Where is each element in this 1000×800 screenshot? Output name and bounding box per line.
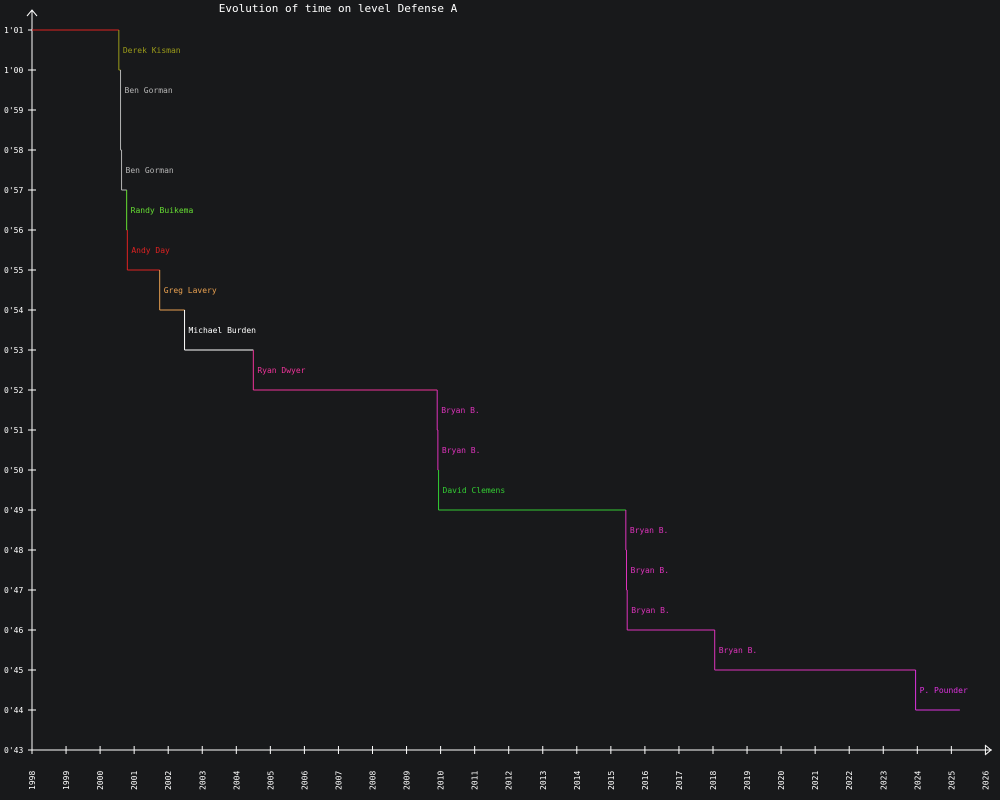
- y-tick-label: 0'49: [4, 506, 23, 515]
- x-tick-label: 2016: [641, 771, 650, 790]
- record-label: Bryan B.: [631, 606, 670, 615]
- x-axis: [32, 744, 992, 756]
- x-tick-label: 2013: [539, 771, 548, 790]
- record-progression: [32, 29, 960, 711]
- y-tick-label: 0'55: [4, 266, 23, 275]
- y-tick-label: 0'50: [4, 466, 23, 475]
- x-axis-arrow: [984, 744, 992, 756]
- x-tick-label: 2023: [879, 771, 888, 790]
- x-tick-label: 2024: [913, 771, 922, 790]
- x-tick-label: 2009: [403, 771, 412, 790]
- x-tick-label: 2006: [300, 771, 309, 790]
- record-label: Ben Gorman: [126, 166, 174, 175]
- y-tick-label: 0'47: [4, 586, 23, 595]
- y-tick-label: 0'44: [4, 706, 23, 715]
- record-label: Michael Burden: [189, 326, 257, 335]
- y-tick-label: 0'43: [4, 746, 23, 755]
- y-tick-label: 0'48: [4, 546, 23, 555]
- y-tick-label: 0'56: [4, 226, 23, 235]
- y-tick-label: 1'01: [4, 26, 23, 35]
- record-label: Ben Gorman: [125, 86, 173, 95]
- record-label: Randy Buikema: [131, 206, 194, 215]
- x-tick-label: 2017: [675, 771, 684, 790]
- x-tick-label: 2019: [743, 771, 752, 790]
- x-tick-label: 2007: [334, 771, 343, 790]
- record-label: Ryan Dwyer: [257, 366, 305, 375]
- x-tick-label: 2021: [811, 771, 820, 790]
- x-tick-label: 2025: [947, 771, 956, 790]
- chart-title: Evolution of time on level Defense A: [219, 2, 458, 15]
- x-ticks: 1998 1999 2000 2001 2002 2003 2004 2005 2006 2007…: [28, 746, 990, 790]
- y-tick-label: 0'46: [4, 626, 23, 635]
- y-tick-label: 1'00: [4, 66, 23, 75]
- y-tick-label: 0'59: [4, 106, 23, 115]
- record-label: Bryan B.: [441, 406, 480, 415]
- record-label: Bryan B.: [631, 566, 670, 575]
- record-label: Bryan B.: [442, 446, 481, 455]
- y-tick-label: 0'57: [4, 186, 23, 195]
- x-tick-label: 2018: [709, 771, 718, 790]
- record-label: P. Pounder: [920, 686, 968, 695]
- record-label: Bryan B.: [630, 526, 669, 535]
- x-tick-label: 2022: [845, 771, 854, 790]
- y-tick-label: 0'54: [4, 306, 23, 315]
- y-tick-label: 0'52: [4, 386, 23, 395]
- x-tick-label: 2000: [96, 771, 105, 790]
- y-axis-arrow: [26, 9, 38, 17]
- record-label: Bryan B.: [719, 646, 758, 655]
- record-label: David Clemens: [443, 486, 506, 495]
- y-axis: [26, 9, 38, 750]
- x-tick-label: 2011: [471, 771, 480, 790]
- x-tick-label: 1998: [28, 771, 37, 790]
- x-tick-label: 2012: [505, 771, 514, 790]
- x-tick-label: 2001: [130, 771, 139, 790]
- record-label: Andy Day: [131, 246, 170, 255]
- y-ticks: 1'01 1'00 0'59 0'58 0'57 0'56 0'55 0'54 0'53 0'52…: [4, 26, 36, 755]
- x-tick-label: 2010: [437, 771, 446, 790]
- y-tick-label: 0'58: [4, 146, 23, 155]
- x-tick-label: 2015: [607, 771, 616, 790]
- record-labels: Derek Kisman Ben Gorman Ben Gorman Randy Bu…: [123, 46, 968, 695]
- x-tick-label: 2026: [981, 771, 990, 790]
- x-tick-label: 1999: [62, 771, 71, 790]
- x-tick-label: 2004: [232, 771, 241, 790]
- x-tick-label: 2020: [777, 771, 786, 790]
- x-tick-label: 2005: [266, 771, 275, 790]
- x-tick-label: 2002: [164, 771, 173, 790]
- x-tick-label: 2003: [198, 771, 207, 790]
- y-tick-label: 0'45: [4, 666, 23, 675]
- record-label: Greg Lavery: [164, 286, 217, 295]
- x-tick-label: 2008: [369, 771, 378, 790]
- y-tick-label: 0'53: [4, 346, 23, 355]
- y-tick-label: 0'51: [4, 426, 23, 435]
- x-tick-label: 2014: [573, 771, 582, 790]
- record-label: Derek Kisman: [123, 46, 181, 55]
